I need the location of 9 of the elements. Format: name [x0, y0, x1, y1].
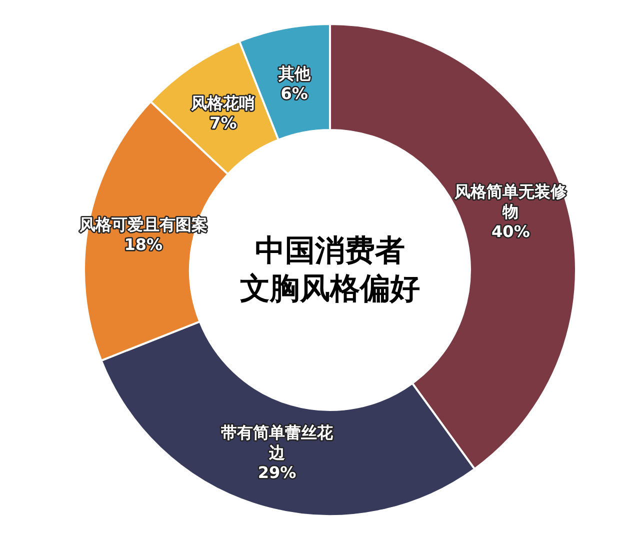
data-label: 7% — [210, 113, 237, 132]
data-label: 18% — [124, 234, 163, 254]
text: 中国消费者文胸风格偏好 — [240, 234, 420, 306]
data-label: 40% — [492, 222, 530, 241]
slice-label: 风格花哨 — [190, 93, 256, 112]
slice-label: 带有简单蕾丝花边 — [220, 422, 334, 462]
slice-label: 其他 — [277, 64, 312, 83]
data-label: 29% — [258, 462, 296, 482]
data-label: 6% — [280, 84, 308, 103]
